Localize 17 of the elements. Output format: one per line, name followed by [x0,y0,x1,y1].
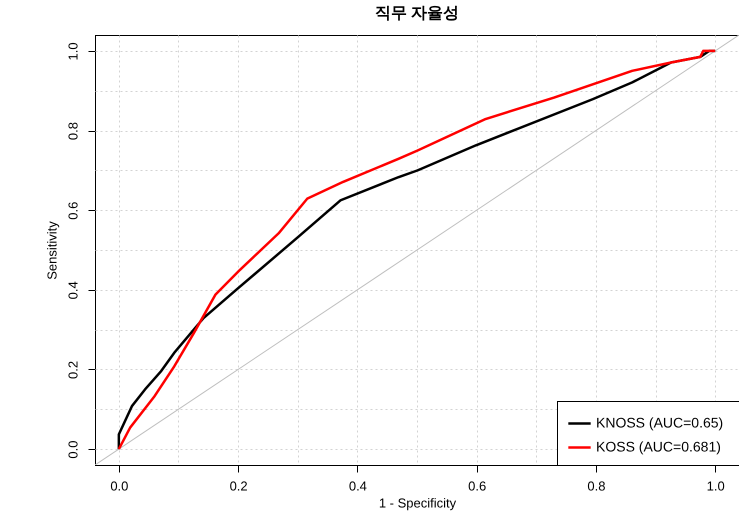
legend-label: KOSS (AUC=0.681) [596,438,721,454]
x-tick-label: 0.4 [348,478,367,494]
y-tick-label: 1.0 [66,42,80,60]
x-tick-label: 0.2 [230,478,248,494]
y-tick-label: 0.6 [66,202,80,220]
x-tick-label: 0.0 [110,478,128,494]
y-tick-label: 0.2 [66,360,80,379]
y-axis-title: Sensitivity [44,220,60,280]
y-tick-label: 0.8 [66,122,80,140]
y-tick-label: 0.4 [66,281,80,300]
x-tick-label: 0.8 [587,478,606,494]
x-tick-label: 0.6 [468,478,486,494]
chart-title: 직무 자율성 [374,5,460,22]
x-axis-title: 1 - Specificity [378,496,457,510]
y-tick-label: 0.0 [66,440,80,459]
x-tick-label: 1.0 [706,478,725,494]
legend-label: KNOSS (AUC=0.65) [596,414,724,430]
